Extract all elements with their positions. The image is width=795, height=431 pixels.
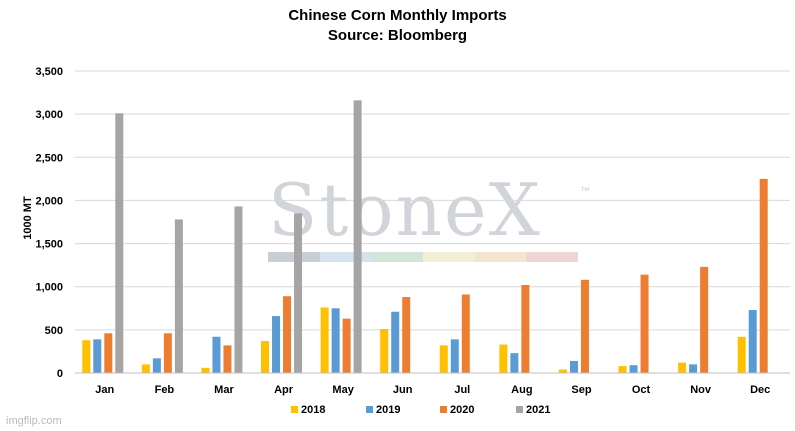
legend-label-2018: 2018 bbox=[301, 404, 325, 416]
bar-2018-apr bbox=[261, 341, 270, 373]
y-tick-label: 1,000 bbox=[35, 282, 63, 294]
x-tick-label: Jul bbox=[454, 384, 470, 396]
bar-2020-jan bbox=[104, 333, 113, 373]
bar-2018-nov bbox=[678, 362, 687, 373]
bar-2019-apr bbox=[272, 316, 281, 373]
legend-label-2021: 2021 bbox=[526, 404, 550, 416]
y-tick-label: 0 bbox=[57, 368, 63, 380]
bar-2020-jul bbox=[461, 294, 470, 373]
x-tick-label: Jan bbox=[95, 384, 114, 396]
bar-2019-oct bbox=[629, 365, 638, 373]
x-tick-label: May bbox=[332, 384, 354, 396]
bar-2018-sep bbox=[558, 369, 567, 373]
x-tick-label: Jun bbox=[393, 384, 413, 396]
bar-2018-jun bbox=[380, 328, 389, 373]
x-tick-label: Sep bbox=[571, 384, 591, 396]
chart-title: Chinese Corn Monthly Imports bbox=[288, 7, 507, 24]
bar-2020-jun bbox=[402, 297, 411, 373]
bar-2020-apr bbox=[283, 296, 292, 373]
x-tick-label: Dec bbox=[750, 384, 770, 396]
legend-swatch-2019 bbox=[366, 406, 373, 413]
y-axis-label: 1000 MT bbox=[22, 196, 34, 240]
bar-2020-nov bbox=[700, 266, 709, 373]
bar-2018-dec bbox=[737, 336, 746, 373]
bar-2019-jul bbox=[450, 339, 459, 373]
bar-2021-feb bbox=[174, 219, 183, 373]
bar-2021-apr bbox=[294, 213, 303, 373]
bar-2020-mar bbox=[223, 345, 232, 373]
bar-2018-aug bbox=[499, 344, 508, 373]
chart-subtitle: Source: Bloomberg bbox=[327, 27, 468, 44]
bar-2020-dec bbox=[759, 178, 768, 373]
legend-label-2020: 2020 bbox=[450, 404, 474, 416]
bar-2018-jan bbox=[82, 340, 91, 373]
stonex-watermark: StoneX bbox=[268, 168, 542, 252]
bar-2021-may bbox=[353, 100, 362, 373]
y-tick-label: 2,000 bbox=[35, 195, 63, 207]
bar-2019-jun bbox=[391, 311, 400, 373]
bar-2019-dec bbox=[748, 310, 757, 373]
y-tick-label: 3,000 bbox=[35, 109, 63, 121]
x-tick-label: Apr bbox=[274, 384, 294, 396]
bar-2020-may bbox=[342, 318, 351, 373]
x-tick-label: Aug bbox=[511, 384, 532, 396]
y-tick-label: 2,500 bbox=[35, 152, 63, 164]
legend-swatch-2020 bbox=[440, 406, 447, 413]
bar-2019-may bbox=[331, 308, 340, 373]
x-tick-label: Feb bbox=[155, 384, 175, 396]
bar-2019-feb bbox=[152, 358, 161, 373]
imgflip-footer: imgflip.com bbox=[6, 415, 62, 427]
legend-swatch-2018 bbox=[291, 406, 298, 413]
bar-2021-mar bbox=[234, 206, 243, 373]
bar-2020-sep bbox=[580, 279, 589, 373]
bar-2020-oct bbox=[640, 274, 649, 373]
bar-2019-aug bbox=[510, 353, 519, 373]
bar-2019-sep bbox=[569, 360, 578, 373]
x-tick-label: Nov bbox=[690, 384, 712, 396]
bar-2018-may bbox=[320, 307, 329, 373]
x-tick-label: Oct bbox=[632, 384, 651, 396]
watermark-trademark: ™ bbox=[580, 186, 590, 197]
bar-2020-feb bbox=[163, 333, 172, 373]
legend-label-2019: 2019 bbox=[376, 404, 400, 416]
bar-2018-feb bbox=[141, 364, 150, 373]
bar-2018-oct bbox=[618, 366, 627, 373]
x-tick-label: Mar bbox=[214, 384, 234, 396]
bar-2019-mar bbox=[212, 336, 221, 373]
bar-2020-aug bbox=[521, 284, 530, 373]
bar-2018-mar bbox=[201, 367, 210, 373]
bar-2019-nov bbox=[689, 364, 698, 373]
y-tick-label: 1,500 bbox=[35, 239, 63, 251]
bar-2018-jul bbox=[439, 345, 448, 373]
watermark-color-strip bbox=[268, 252, 579, 262]
legend-swatch-2021 bbox=[516, 406, 523, 413]
bar-2021-jan bbox=[115, 113, 124, 373]
y-tick-label: 500 bbox=[45, 325, 63, 337]
bar-2019-jan bbox=[93, 339, 102, 373]
y-tick-label: 3,500 bbox=[35, 66, 63, 78]
